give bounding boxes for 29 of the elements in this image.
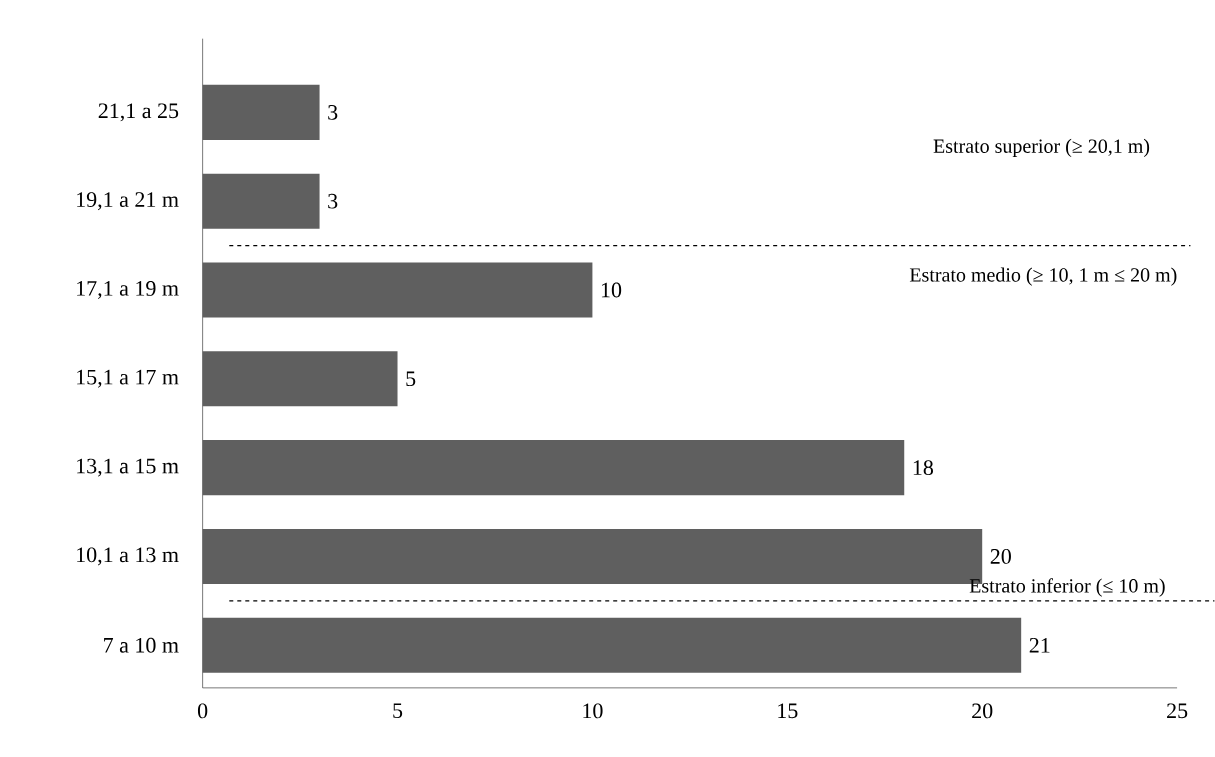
bar (202, 440, 905, 496)
data-label: 5 (406, 371, 416, 387)
data-label: 21 (1029, 637, 1050, 653)
data-label: 18 (913, 460, 933, 475)
y-tick-label: 10,1 a 13 m (77, 547, 179, 566)
x-tick-label: 15 (778, 703, 798, 719)
annotation: Estrato superior (≥ 20,1 m) (933, 138, 1150, 157)
bar (202, 173, 320, 229)
x-tick-label: 25 (1167, 703, 1188, 719)
y-tick-label: 7 a 10 m (104, 637, 179, 653)
data-label: 3 (328, 104, 338, 120)
data-label: 3 (328, 193, 338, 209)
y-tick-label: 19,1 a 21 m (77, 192, 179, 211)
x-tick-label: 5 (393, 703, 403, 718)
x-tick-label: 0 (197, 703, 208, 719)
data-label: 10 (601, 282, 622, 298)
annotation: Estrato medio (≥ 10, 1 m ≤ 20 m) (909, 267, 1177, 286)
y-tick-label: 13,1 a 15 m (77, 458, 179, 477)
x-tick-label: 10 (583, 703, 603, 719)
y-tick-label: 21,1 a 25 (98, 103, 179, 122)
annotation: Estrato inferior (≤ 10 m) (969, 578, 1165, 597)
bar (202, 617, 1022, 673)
data-label: 20 (990, 548, 1011, 564)
y-tick-label: 15,1 a 17 m (77, 369, 179, 388)
bar (202, 262, 593, 318)
y-tick-label: 17,1 a 19 m (77, 280, 179, 299)
bar (202, 351, 398, 407)
bar (202, 84, 320, 140)
x-tick-label: 20 (972, 703, 993, 719)
